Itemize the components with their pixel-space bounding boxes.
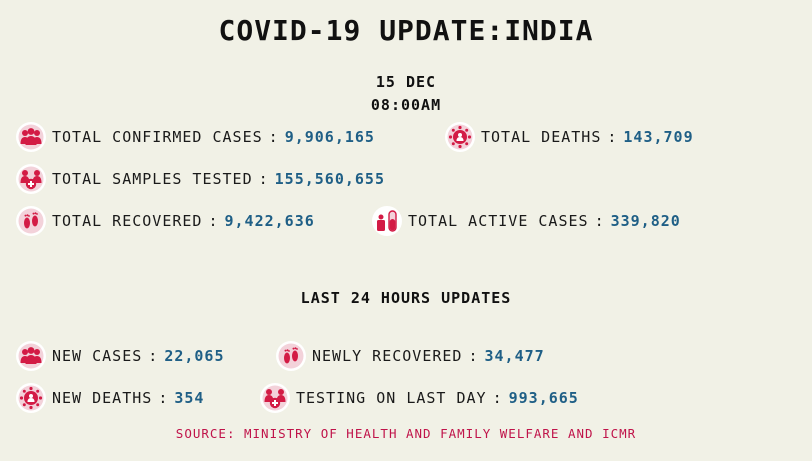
virus-people-icon [445, 122, 475, 152]
stat-label: TOTAL CONFIRMED CASES [52, 128, 263, 146]
stat-separator: : [208, 212, 219, 230]
stat-label: TESTING ON LAST DAY [296, 389, 487, 407]
stat-value: 155,560,655 [274, 170, 385, 188]
stat-label: NEW CASES [52, 347, 143, 365]
source-note: SOURCE: MINISTRY OF HEALTH AND FAMILY WE… [175, 426, 637, 441]
total-confirmed-stat: TOTAL CONFIRMED CASES : 9,906,165 [16, 122, 375, 152]
people-plus-icon [16, 164, 46, 194]
stat-value: 143,709 [623, 128, 694, 146]
last24-heading: LAST 24 HOURS UPDATES [300, 289, 512, 307]
stat-value: 34,477 [484, 347, 545, 365]
people-group-icon [16, 122, 46, 152]
report-date: 15 DEC [375, 73, 437, 91]
stat-separator: : [158, 389, 169, 407]
stat-label: NEWLY RECOVERED [312, 347, 463, 365]
stat-label: TOTAL ACTIVE CASES [408, 212, 589, 230]
total-deaths-stat: TOTAL DEATHS : 143,709 [445, 122, 694, 152]
stat-value: 993,665 [508, 389, 579, 407]
stat-label: TOTAL DEATHS [481, 128, 602, 146]
stat-separator: : [268, 128, 279, 146]
stat-value: 9,422,636 [224, 212, 315, 230]
total-active-stat: TOTAL ACTIVE CASES : 339,820 [372, 206, 681, 236]
stat-label: TOTAL SAMPLES TESTED [52, 170, 253, 188]
total-tested-stat: TOTAL SAMPLES TESTED : 155,560,655 [16, 164, 385, 194]
stat-separator: : [468, 347, 479, 365]
report-time: 08:00AM [370, 96, 442, 114]
virus-people-icon [16, 383, 46, 413]
stat-value: 9,906,165 [284, 128, 375, 146]
stat-value: 22,065 [164, 347, 225, 365]
stat-separator: : [607, 128, 618, 146]
newly-recovered-stat: NEWLY RECOVERED : 34,477 [276, 341, 545, 371]
test-tube-icon [372, 206, 402, 236]
stat-label: NEW DEATHS [52, 389, 153, 407]
people-group-icon [16, 341, 46, 371]
footprints-icon [16, 206, 46, 236]
total-recovered-stat: TOTAL RECOVERED : 9,422,636 [16, 206, 315, 236]
stat-separator: : [258, 170, 269, 188]
stat-value: 354 [174, 389, 205, 407]
footprints-icon [276, 341, 306, 371]
new-cases-stat: NEW CASES : 22,065 [16, 341, 225, 371]
page-title: COVID-19 UPDATE:INDIA [218, 14, 594, 47]
stat-separator: : [148, 347, 159, 365]
testing-last-day-stat: TESTING ON LAST DAY : 993,665 [260, 383, 579, 413]
stat-separator: : [594, 212, 605, 230]
people-plus-icon [260, 383, 290, 413]
new-deaths-stat: NEW DEATHS : 354 [16, 383, 204, 413]
stat-label: TOTAL RECOVERED [52, 212, 203, 230]
stat-value: 339,820 [610, 212, 681, 230]
stat-separator: : [492, 389, 503, 407]
